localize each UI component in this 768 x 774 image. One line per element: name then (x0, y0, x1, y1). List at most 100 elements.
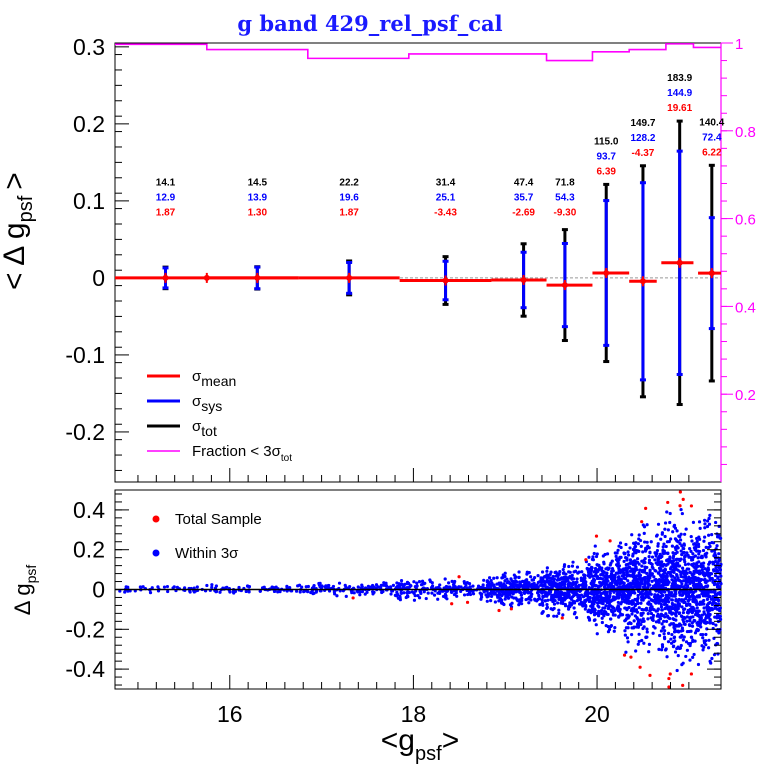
inlier-point (702, 602, 706, 606)
inlier-point (272, 589, 277, 594)
inlier-point (704, 593, 708, 597)
inlier-point (528, 591, 533, 595)
inlier-point (679, 579, 683, 584)
inlier-point (608, 599, 612, 603)
inlier-point (651, 566, 655, 570)
inlier-point (670, 565, 674, 569)
inlier-point (514, 596, 518, 600)
inlier-point (671, 603, 675, 607)
inlier-point (613, 575, 617, 580)
inlier-point (693, 585, 698, 589)
inlier-point (692, 562, 696, 566)
inlier-point (399, 591, 403, 595)
inlier-point (616, 548, 620, 552)
inlier-point (647, 561, 651, 565)
inlier-point (594, 612, 598, 616)
inlier-point (567, 581, 572, 585)
inlier-point (603, 552, 607, 557)
inlier-point (626, 613, 630, 617)
bottom-y-ticks: -0.4 -0.2 0 0.2 0.4 (65, 493, 721, 686)
inlier-point (559, 582, 563, 586)
inlier-point (637, 606, 641, 610)
inlier-point (671, 639, 676, 644)
inlier-point (581, 595, 586, 599)
inlier-point (686, 562, 691, 566)
inlier-point (656, 542, 660, 546)
outlier-point (666, 500, 670, 505)
inlier-point (505, 577, 509, 581)
inlier-point (686, 589, 690, 594)
top-x-ticks (137, 468, 690, 482)
inlier-point (635, 557, 640, 561)
inlier-point (717, 552, 721, 556)
x-axis-label: <gpsf> (381, 724, 459, 765)
inlier-point (650, 579, 654, 583)
inlier-point (598, 594, 603, 598)
inlier-point (314, 590, 318, 594)
inlier-point (717, 608, 722, 613)
inlier-point (453, 579, 457, 584)
inlier-point (623, 551, 627, 556)
inlier-point (579, 602, 584, 606)
inlier-point (414, 589, 418, 593)
inlier-point (584, 583, 588, 587)
inlier-point (557, 611, 561, 615)
inlier-point (681, 575, 686, 579)
inlier-point (609, 572, 614, 576)
inlier-point (676, 602, 680, 606)
inlier-point (428, 578, 432, 582)
outlier-point (644, 506, 648, 510)
inlier-point (689, 579, 693, 584)
inlier-point (650, 607, 655, 611)
annotation-mean: 6.22 (702, 147, 722, 158)
inlier-point (635, 580, 639, 584)
inlier-point (620, 585, 624, 589)
inlier-point (495, 576, 499, 580)
inlier-point (409, 584, 413, 588)
legend-symbol: Fraction < 3σ (192, 443, 282, 460)
legend-subscript: mean (201, 373, 236, 389)
inlier-point (616, 605, 621, 609)
inlier-point (692, 618, 696, 623)
inlier-point (659, 605, 664, 609)
inlier-point (675, 544, 679, 548)
inlier-point (552, 580, 556, 584)
top-plot-frame (114, 42, 722, 483)
inlier-point (700, 568, 704, 572)
inlier-point (713, 601, 718, 605)
inlier-point (713, 574, 718, 578)
inlier-point (533, 598, 537, 602)
inlier-point (592, 618, 596, 622)
inlier-point (244, 589, 248, 594)
inlier-point (420, 579, 425, 583)
inlier-point (690, 539, 694, 543)
inlier-point (654, 620, 659, 624)
inlier-point (175, 585, 180, 590)
inlier-point (641, 626, 645, 631)
inlier-point (670, 584, 674, 588)
inlier-point (545, 569, 549, 573)
legend-label: σmean (192, 368, 236, 389)
legend-subscript: sys (201, 398, 222, 414)
inlier-point (658, 633, 662, 638)
inlier-point (630, 533, 634, 537)
inlier-point (689, 629, 693, 633)
inlier-point (602, 597, 606, 601)
inlier-point (613, 609, 617, 613)
inlier-point (666, 631, 671, 635)
inlier-point (631, 579, 635, 583)
inlier-point (485, 589, 489, 593)
inlier-point (561, 567, 565, 572)
inlier-point (591, 604, 595, 608)
inlier-point (677, 604, 682, 608)
inlier-point (628, 546, 632, 550)
legend-label: σtot (192, 418, 217, 439)
inlier-point (697, 560, 701, 564)
inlier-point (650, 555, 655, 559)
inlier-point (609, 583, 613, 588)
inlier-point (700, 555, 704, 559)
inlier-point (633, 603, 637, 608)
inlier-point (678, 635, 682, 639)
inlier-point (680, 614, 684, 619)
